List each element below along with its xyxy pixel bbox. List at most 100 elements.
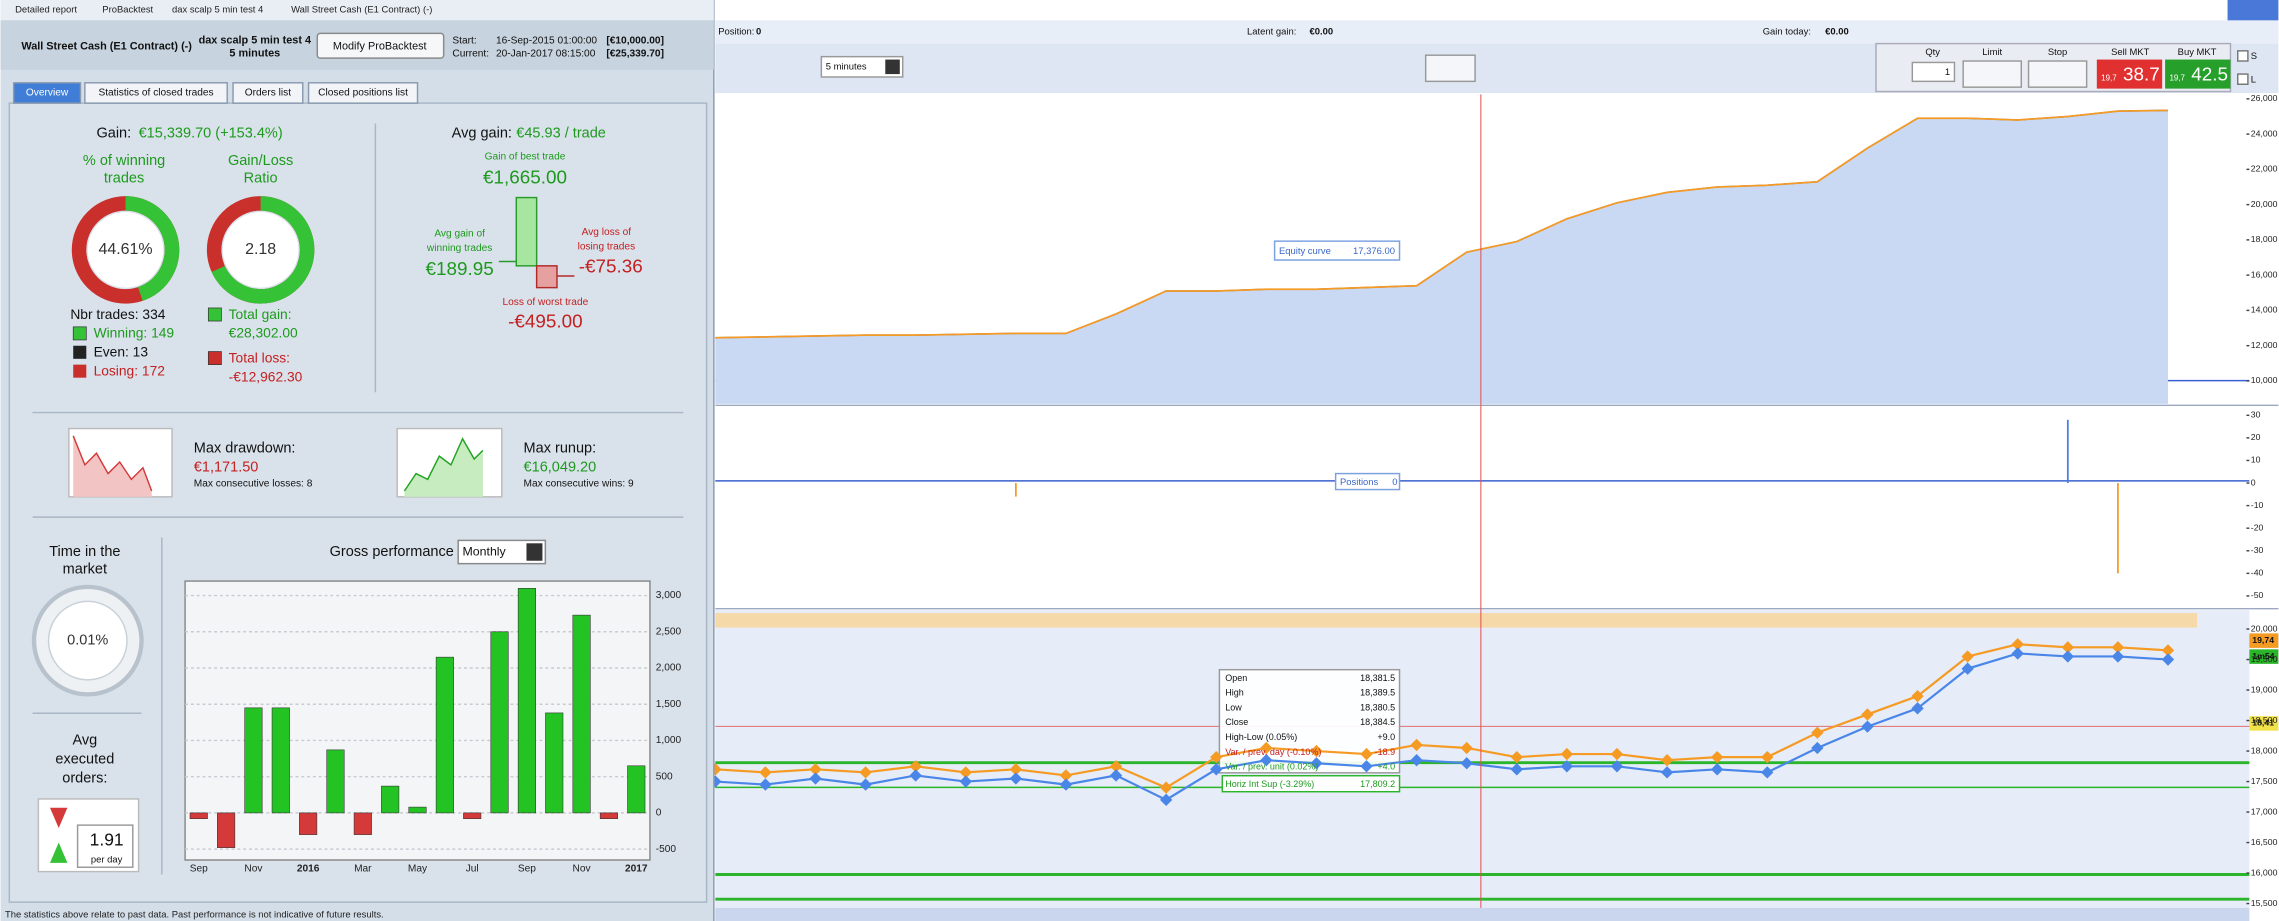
label: S	[2251, 51, 2257, 62]
tab[interactable]	[307, 82, 419, 104]
dropdown-arrow[interactable]	[526, 543, 543, 561]
label: -€12,962.30	[229, 369, 303, 384]
label: Latent gain:	[1247, 26, 1296, 37]
label: -€75.36	[579, 256, 643, 277]
chart-type-button[interactable]	[1424, 54, 1476, 83]
window-title: Detailed report	[15, 5, 77, 16]
donut-center	[222, 212, 299, 288]
tab[interactable]	[12, 82, 82, 104]
checkbox[interactable]	[2237, 73, 2249, 85]
bar	[545, 712, 564, 814]
y-tick-label: 1,000	[656, 735, 682, 746]
price-marker	[859, 778, 872, 791]
drawdown-area	[73, 435, 152, 497]
legend-swatch	[73, 364, 87, 378]
x-tick-label: Mar	[354, 863, 372, 874]
price-marker	[1310, 757, 1323, 770]
label: [€10,000.00]	[606, 35, 664, 46]
label: 1.91	[90, 830, 124, 850]
stop-button[interactable]	[2027, 60, 2088, 88]
bar	[517, 588, 536, 814]
dial-center	[47, 600, 128, 681]
y-tick-label: 30	[2251, 410, 2261, 420]
tab-label[interactable]: Closed positions list	[318, 88, 408, 99]
y-tick-label: 1,500	[656, 699, 682, 710]
qty-input[interactable]	[1911, 61, 1956, 83]
status-bar	[715, 20, 2279, 44]
up-arrow	[49, 842, 68, 863]
label: 19,7	[2101, 74, 2117, 83]
runup-line	[403, 437, 484, 492]
positions-label-box	[1334, 472, 1401, 491]
limit-button[interactable]	[1962, 60, 2023, 88]
label: orders:	[62, 770, 107, 786]
label: 38.7	[2123, 65, 2160, 86]
price-marker	[1510, 750, 1523, 764]
price-marker	[909, 769, 922, 782]
price-marker	[1109, 760, 1123, 773]
checkbox[interactable]	[2237, 50, 2249, 62]
label: 1	[1945, 67, 1950, 78]
tooltip-value: +9.0	[1377, 732, 1395, 742]
window-title: ProBacktest	[102, 5, 153, 16]
bar	[217, 812, 236, 848]
price-marker	[1210, 750, 1223, 764]
y-tick-label: 20,000	[2251, 199, 2278, 209]
timeframe-select[interactable]	[820, 55, 904, 78]
tooltip-value: 18,384.5	[1360, 717, 1395, 727]
y-tick-label: 16,000	[2251, 269, 2278, 279]
price-marker	[1159, 793, 1173, 807]
label: -€495.00	[508, 311, 583, 332]
position-spike	[2066, 419, 2069, 484]
bar	[435, 656, 454, 814]
price-marker	[1660, 754, 1674, 767]
label: Stop	[2048, 47, 2067, 58]
y-tick-label: 18,500	[2251, 715, 2278, 725]
label: €1,171.50	[194, 460, 259, 476]
window-title: Wall Street Cash (E1 Contract) (-)	[291, 5, 432, 16]
price-tag-label: 19,74	[2252, 635, 2274, 645]
buy-button[interactable]	[2165, 59, 2231, 89]
label: losing trades	[578, 242, 636, 253]
label: trades	[104, 171, 144, 187]
date-strip	[715, 907, 2250, 921]
tab[interactable]	[84, 82, 228, 104]
bar	[463, 812, 482, 819]
label: Gain/Loss	[228, 153, 293, 169]
x-tick-label: Sep	[518, 863, 536, 874]
y-tick-label: 2,500	[656, 626, 682, 637]
sell-button[interactable]	[2096, 59, 2163, 89]
tab-label[interactable]: Overview	[26, 88, 69, 99]
tab-label[interactable]: Statistics of closed trades	[98, 88, 213, 99]
price-marker	[1310, 744, 1323, 758]
label: % of winning	[83, 153, 165, 169]
y-tick-label: 0	[656, 808, 662, 819]
label: Max consecutive losses: 8	[194, 478, 313, 489]
label: Winning: 149	[94, 326, 175, 341]
price-tag-label: 18,41	[2252, 718, 2274, 728]
timeframe: 5 minutes	[229, 48, 280, 60]
y-tick-label: -40	[2251, 568, 2264, 578]
label: 2.18	[245, 241, 276, 258]
label: 19,7	[2169, 74, 2185, 83]
y-tick-label: 3,000	[656, 590, 682, 601]
label: executed	[55, 752, 114, 768]
price-tag	[2249, 716, 2279, 731]
window-control[interactable]	[2227, 0, 2279, 21]
x-tick-label: Nov	[573, 863, 592, 874]
modify-button[interactable]	[316, 32, 445, 59]
tab[interactable]	[232, 82, 304, 104]
y-tick-label: 22,000	[2251, 164, 2278, 174]
legend-swatch	[73, 345, 87, 359]
bar	[271, 707, 290, 814]
label: Sell MKT	[2111, 47, 2150, 58]
label: Even: 13	[94, 345, 149, 360]
price-marker	[1610, 747, 1624, 761]
dropdown-arrow[interactable]	[885, 59, 900, 75]
tab-label[interactable]: Orders list	[245, 88, 291, 99]
period-select[interactable]	[457, 539, 547, 565]
legend-swatch	[207, 307, 222, 322]
tooltip-label: Low	[1225, 702, 1242, 712]
price-marker	[1610, 760, 1624, 773]
